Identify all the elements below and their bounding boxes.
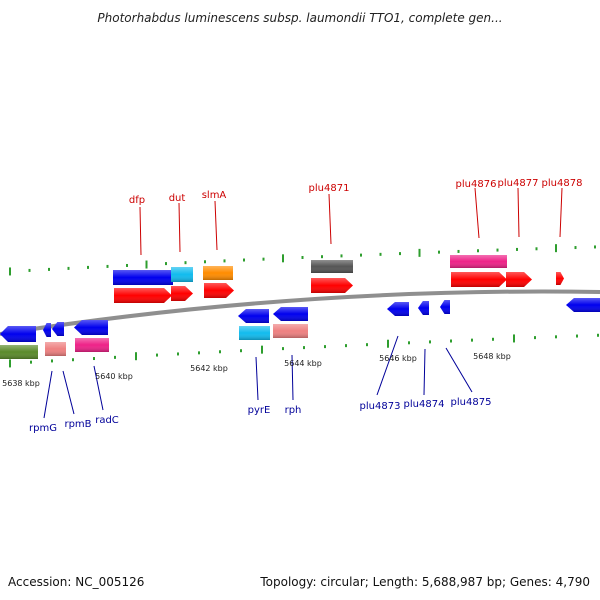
gene-label-forward: slmA — [202, 190, 227, 201]
label-leader-line — [474, 187, 480, 239]
label-leader-line — [423, 348, 426, 396]
ticks-reverse — [9, 333, 599, 368]
label-leader-line — [139, 206, 142, 256]
gene-cyan-reverse-shading — [239, 326, 270, 340]
gene-label-reverse: pyrE — [248, 405, 271, 416]
scale-label: 5640 kbp — [95, 372, 133, 381]
label-leader-line — [214, 200, 218, 251]
gene-label-forward: plu4871 — [309, 183, 350, 194]
gene-orange-forward-shading — [203, 266, 233, 280]
label-leader-line — [43, 370, 53, 419]
gene-label-reverse: rpmB — [64, 419, 91, 430]
gene-label-reverse: radC — [95, 415, 119, 426]
gene-blue-reverse-shading — [52, 322, 64, 336]
gene-blue-reverse-shading — [238, 309, 269, 323]
topology-label: Topology: circular; Length: 5,688,987 bp… — [260, 575, 590, 589]
gene-label-reverse: plu4873 — [360, 401, 401, 412]
gene-features — [0, 255, 600, 359]
gene-label-reverse: rph — [285, 405, 302, 416]
gene-label-forward: dut — [169, 193, 186, 204]
gene-blue-reverse-shading — [440, 300, 450, 314]
scale-label: 5646 kbp — [379, 354, 417, 363]
ticks-forward — [9, 244, 596, 276]
gene-red-forward-shading — [171, 286, 193, 301]
label-leader-line — [255, 356, 259, 401]
gene-blue-reverse-shading — [418, 301, 429, 315]
label-leader-line — [328, 193, 332, 245]
gene-blue-forward-shading — [113, 270, 173, 285]
gene-blue-reverse-shading — [43, 323, 51, 337]
gene-red-forward-shading — [311, 278, 353, 293]
gene-pink-reverse-shading — [75, 338, 109, 352]
gene-pink-forward-shading — [450, 255, 507, 268]
gene-blue-reverse-shading — [0, 326, 36, 342]
label-leader-line — [178, 202, 181, 253]
gene-label-reverse: plu4875 — [451, 397, 492, 408]
gene-blue-reverse-shading — [74, 320, 108, 335]
gene-red-forward-shading — [506, 272, 532, 287]
accession-label: Accession: NC_005126 — [8, 575, 145, 589]
gene-red-forward-shading — [451, 272, 507, 287]
gene-blue-reverse-shading — [387, 302, 409, 316]
gene-label-reverse: rpmG — [29, 423, 57, 434]
gene-label-forward: plu4878 — [542, 178, 583, 189]
scale-label: 5644 kbp — [284, 359, 322, 368]
label-leader-line — [376, 335, 399, 396]
label-leader-line — [559, 187, 563, 238]
label-leader-line — [291, 354, 294, 401]
gene-labels: dfp dut slmA plu4871 plu4876 plu4877 plu4878 rp… — [29, 178, 582, 434]
gene-red-forward-shading — [114, 288, 172, 303]
gene-gray-forward-shading — [311, 260, 353, 273]
gene-label-reverse: plu4874 — [404, 399, 445, 410]
scale-label: 5638 kbp — [2, 379, 40, 388]
label-leader-lines — [43, 187, 563, 419]
scale-label: 5648 kbp — [473, 352, 511, 361]
label-leader-line — [445, 347, 473, 393]
label-leader-line — [62, 370, 75, 415]
gene-label-forward: dfp — [129, 195, 145, 206]
gene-red-forward-shading — [556, 272, 564, 285]
gene-red-forward-shading — [204, 283, 234, 298]
gene-salmon-reverse-shading — [45, 342, 66, 356]
scale-label: 5642 kbp — [190, 364, 228, 373]
gene-label-forward: plu4876 — [456, 179, 497, 190]
gene-cyan-forward-shading — [171, 267, 193, 282]
gene-salmon-reverse-shading — [273, 324, 308, 338]
scale-labels: 5638 kbp 5640 kbp 5642 kbp 5644 kbp 5646 kbp… — [2, 352, 511, 388]
label-leader-line — [93, 365, 104, 411]
gene-olive-reverse-shading — [0, 345, 38, 359]
gene-blue-reverse-shading — [566, 298, 600, 312]
label-leader-line — [517, 187, 520, 238]
gene-label-forward: plu4877 — [498, 178, 539, 189]
map-title: Photorhabdus luminescens subsp. laumondi… — [97, 11, 503, 25]
gene-blue-reverse-shading — [273, 307, 308, 321]
